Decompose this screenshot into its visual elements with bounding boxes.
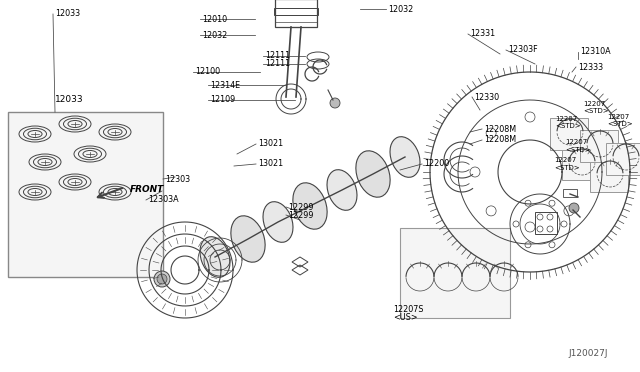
Ellipse shape — [263, 202, 293, 242]
Bar — [8, 112, 163, 277]
Text: 12032: 12032 — [202, 31, 227, 39]
Circle shape — [157, 274, 167, 284]
Ellipse shape — [231, 216, 265, 262]
Text: 12303: 12303 — [165, 174, 190, 183]
Text: 12100: 12100 — [195, 67, 220, 77]
Text: 12314E: 12314E — [210, 80, 240, 90]
Bar — [563, 189, 577, 197]
Text: 12111: 12111 — [265, 51, 290, 61]
Ellipse shape — [200, 237, 230, 277]
Ellipse shape — [356, 151, 390, 197]
Text: 12310A: 12310A — [580, 48, 611, 57]
Text: 13021: 13021 — [258, 160, 283, 169]
Circle shape — [330, 98, 340, 108]
Bar — [274, 8, 318, 15]
Bar — [562, 148, 600, 180]
Circle shape — [569, 203, 579, 213]
Text: 12299: 12299 — [288, 211, 314, 219]
Text: 12111: 12111 — [265, 60, 290, 68]
Bar — [606, 143, 640, 175]
Text: 12207: 12207 — [583, 101, 605, 107]
Text: 12109: 12109 — [210, 96, 236, 105]
Text: <US>: <US> — [393, 312, 418, 321]
Text: 12207: 12207 — [565, 139, 588, 145]
Bar — [275, 0, 317, 27]
Text: J120027J: J120027J — [568, 349, 608, 358]
Circle shape — [154, 271, 170, 287]
Text: 12200: 12200 — [424, 160, 449, 169]
Text: 12207: 12207 — [555, 116, 577, 122]
Text: 12033: 12033 — [55, 96, 84, 105]
Text: 13021: 13021 — [258, 140, 283, 148]
Text: 12330: 12330 — [474, 93, 499, 102]
Text: 12208M: 12208M — [484, 125, 516, 134]
Bar — [400, 228, 510, 318]
Text: 12207S: 12207S — [393, 305, 424, 314]
Text: <STD>: <STD> — [555, 123, 580, 129]
Text: 12331: 12331 — [470, 29, 495, 38]
Text: 12207: 12207 — [554, 157, 576, 163]
Text: <STD>: <STD> — [554, 165, 580, 171]
Text: <STD>: <STD> — [583, 108, 609, 114]
Ellipse shape — [327, 170, 357, 210]
Text: 12303A: 12303A — [148, 196, 179, 205]
Ellipse shape — [390, 137, 420, 177]
Bar — [535, 212, 557, 234]
Bar — [580, 130, 618, 162]
Bar — [550, 118, 588, 150]
Text: 12333: 12333 — [578, 62, 603, 71]
Text: FRONT: FRONT — [130, 186, 164, 195]
Text: 12303F: 12303F — [508, 45, 538, 55]
Text: 12208M: 12208M — [484, 135, 516, 144]
Text: 12207: 12207 — [607, 114, 629, 120]
Bar — [590, 160, 628, 192]
Text: <STD>: <STD> — [565, 147, 591, 153]
Text: 12299: 12299 — [288, 202, 314, 212]
Text: 12032: 12032 — [388, 4, 413, 13]
Text: 12010: 12010 — [202, 15, 227, 23]
Text: <STD>: <STD> — [607, 121, 632, 127]
Ellipse shape — [293, 183, 327, 229]
Text: 12033: 12033 — [55, 10, 80, 19]
